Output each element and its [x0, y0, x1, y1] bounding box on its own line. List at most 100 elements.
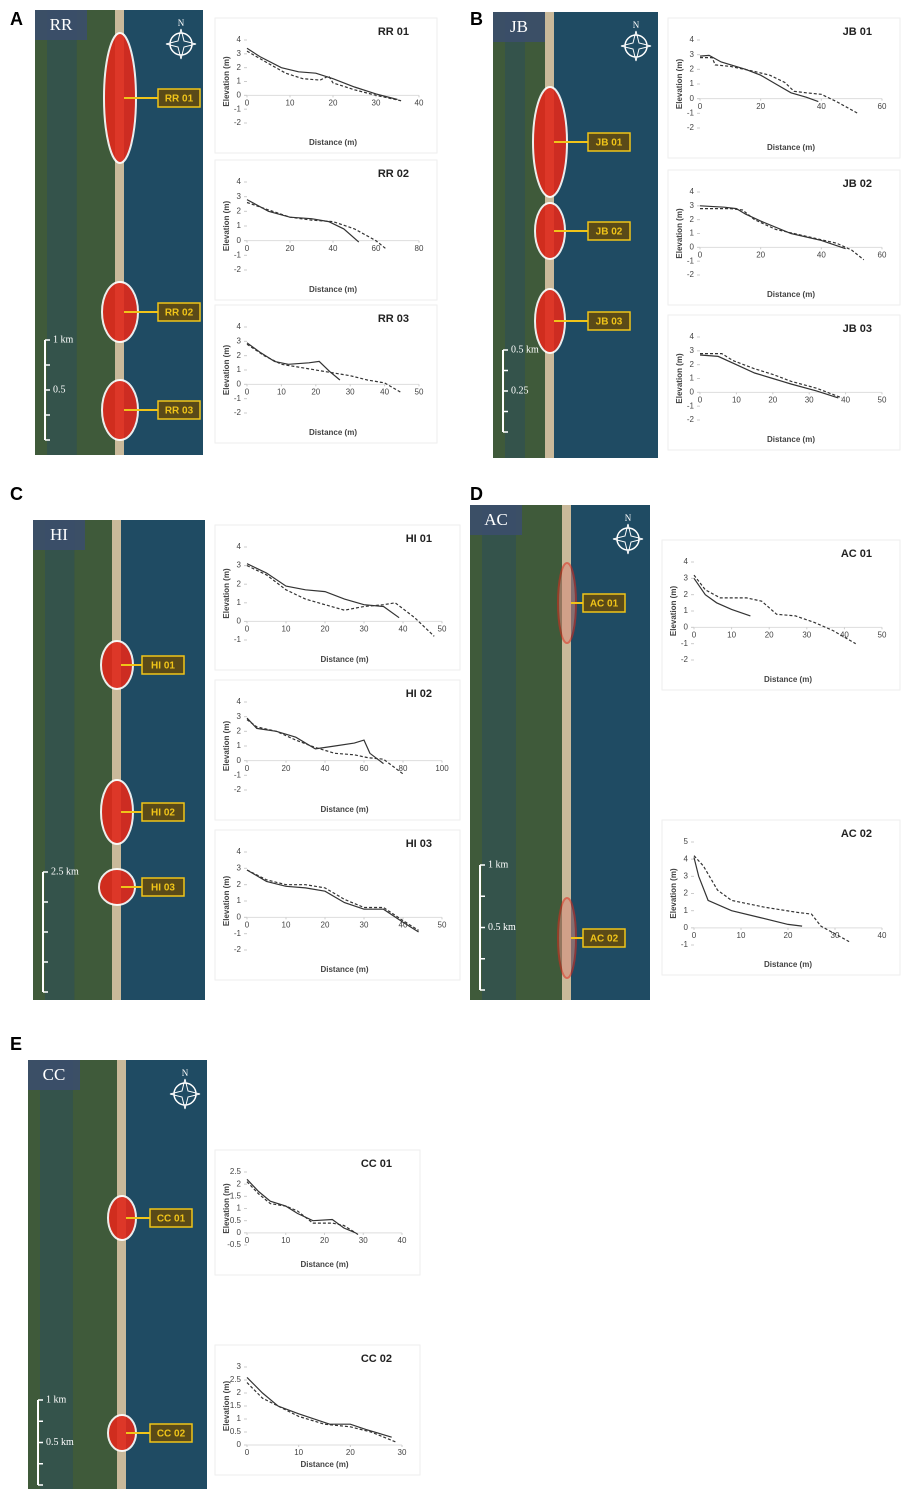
y-tick-label: -2	[234, 265, 242, 274]
y-tick-label: -1	[687, 401, 695, 410]
chart-title: JB 01	[843, 26, 872, 38]
y-tick-label: 0	[690, 94, 695, 103]
x-tick-label: 0	[245, 244, 250, 253]
x-tick-label: 0	[245, 625, 250, 634]
scale-label: 1 km	[488, 859, 509, 870]
y-tick-label: 2	[237, 1388, 242, 1397]
site-label: RR 01	[165, 94, 194, 105]
x-tick-label: 0	[245, 1448, 250, 1457]
x-tick-label: 0	[245, 764, 250, 773]
y-tick-label: 3	[237, 192, 242, 201]
y-tick-label: 2	[690, 215, 695, 224]
y-tick-label: -1	[234, 929, 242, 938]
x-axis-title: Distance (m)	[300, 1460, 348, 1469]
y-tick-label: 4	[237, 697, 242, 706]
x-tick-label: 10	[286, 98, 295, 107]
y-tick-label: 2	[237, 579, 242, 588]
y-tick-label: 3	[237, 336, 242, 345]
y-tick-label: 2	[237, 880, 242, 889]
x-tick-label: 20	[311, 387, 320, 396]
y-tick-label: 4	[237, 847, 242, 856]
y-tick-label: 0	[684, 622, 689, 631]
site-name: AC	[484, 510, 508, 529]
y-tick-label: 1	[237, 365, 242, 374]
panel-letter: E	[10, 1034, 22, 1054]
x-tick-label: 20	[756, 250, 765, 259]
x-tick-label: 0	[245, 98, 250, 107]
y-tick-label: 2.5	[230, 1375, 242, 1384]
x-tick-label: 40	[817, 250, 826, 259]
y-tick-label: 0	[684, 923, 689, 932]
x-axis-title: Distance (m)	[300, 1260, 348, 1269]
y-tick-label: -1	[687, 108, 695, 117]
x-tick-label: 20	[756, 102, 765, 111]
x-tick-label: 30	[805, 395, 814, 404]
y-tick-label: -2	[687, 123, 695, 132]
y-tick-label: 0	[237, 1440, 242, 1449]
x-tick-label: 80	[399, 764, 408, 773]
y-tick-label: 1	[684, 906, 689, 915]
site-label: AC 02	[590, 934, 619, 945]
x-tick-label: 40	[415, 98, 424, 107]
x-axis-title: Distance (m)	[767, 435, 815, 444]
site-label: JB 02	[596, 227, 623, 238]
y-tick-label: 4	[237, 322, 242, 331]
x-tick-label: 60	[360, 764, 369, 773]
x-tick-label: 60	[878, 102, 887, 111]
y-tick-label: 0	[237, 756, 242, 765]
y-axis-title: Elevation (m)	[675, 208, 684, 259]
x-tick-label: 40	[321, 764, 330, 773]
chart-frame	[215, 680, 460, 820]
y-tick-label: 2	[237, 1179, 242, 1188]
chart-title: CC 02	[361, 1353, 392, 1365]
y-axis-title: Elevation (m)	[222, 1381, 231, 1432]
y-tick-label: 1	[237, 741, 242, 750]
y-tick-label: 4	[237, 542, 242, 551]
y-tick-label: 3	[690, 346, 695, 355]
compass-north: N	[182, 1068, 189, 1078]
panel-letter: D	[470, 484, 483, 504]
panel-letter: C	[10, 484, 23, 504]
y-tick-label: 0	[690, 387, 695, 396]
x-tick-label: 30	[360, 625, 369, 634]
chart-title: RR 02	[378, 168, 409, 180]
x-tick-label: 40	[399, 625, 408, 634]
x-tick-label: 50	[878, 395, 887, 404]
y-tick-label: 3	[237, 863, 242, 872]
chart-title: HI 02	[406, 688, 432, 700]
x-tick-label: 0	[698, 250, 703, 259]
y-tick-label: 1	[237, 77, 242, 86]
x-tick-label: 80	[415, 244, 424, 253]
x-tick-label: 50	[438, 920, 447, 929]
map-ocean	[567, 505, 650, 1000]
x-tick-label: 20	[329, 98, 338, 107]
y-axis-title: Elevation (m)	[669, 868, 678, 919]
scale-label: 2.5 km	[51, 866, 79, 877]
y-axis-title: Elevation (m)	[222, 721, 231, 772]
x-tick-label: 10	[737, 931, 746, 940]
y-tick-label: 4	[690, 332, 695, 341]
y-tick-label: -2	[687, 270, 695, 279]
x-tick-label: 0	[698, 102, 703, 111]
x-tick-label: 40	[841, 395, 850, 404]
site-label: HI 02	[151, 808, 175, 819]
x-tick-label: 0	[245, 1236, 250, 1245]
y-tick-label: 4	[684, 854, 689, 863]
y-tick-label: 2	[690, 360, 695, 369]
y-axis-title: Elevation (m)	[222, 1183, 231, 1234]
y-tick-label: -1	[681, 639, 689, 648]
site-name: CC	[43, 1065, 66, 1084]
scale-label: 0.25	[511, 385, 529, 396]
y-tick-label: -2	[234, 118, 242, 127]
y-axis-title: Elevation (m)	[675, 353, 684, 404]
y-tick-label: 3	[690, 50, 695, 59]
compass-north: N	[633, 20, 640, 30]
y-tick-label: 2	[684, 889, 689, 898]
y-tick-label: -2	[687, 415, 695, 424]
compass-north: N	[178, 18, 185, 28]
